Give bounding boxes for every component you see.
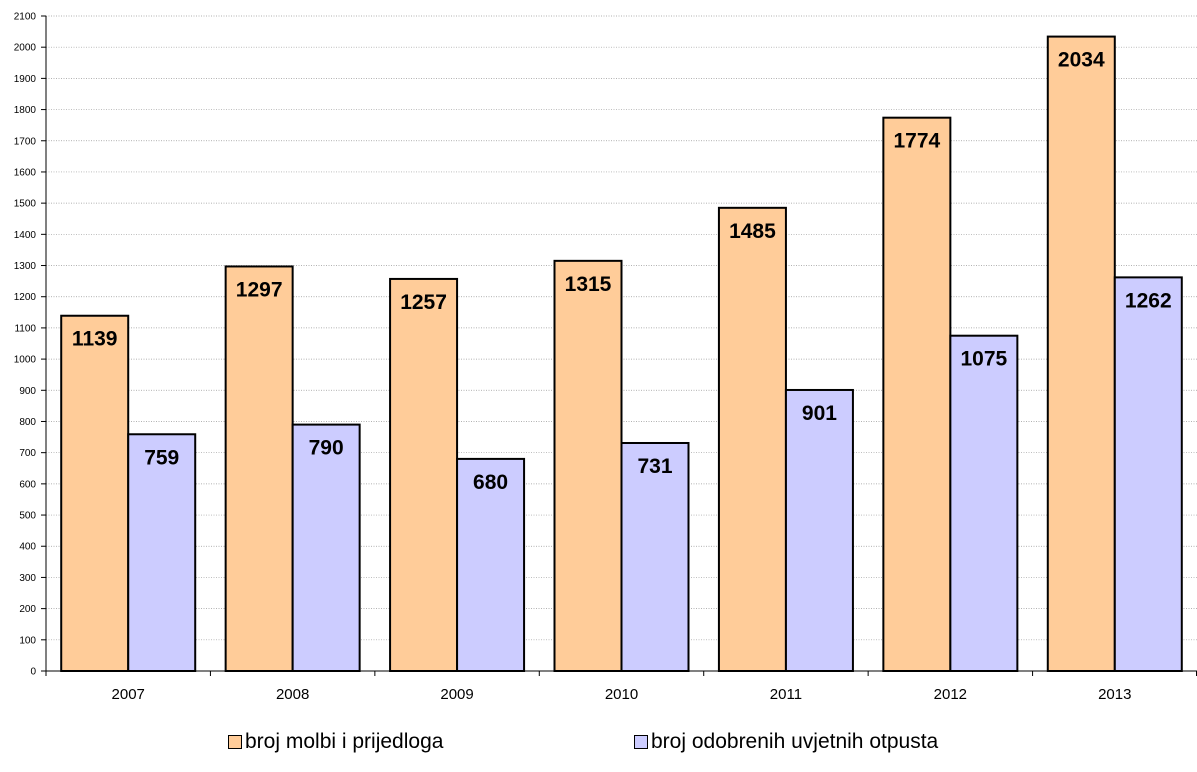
legend-label-series-2: broj odobrenih uvjetnih otpusta [651,730,939,753]
bar-series-2 [949,334,1019,672]
y-tick-label: 300 [19,573,36,584]
legend-label-series-1: broj molbi i prijedloga [245,730,444,753]
y-tick-label: 800 [19,417,36,428]
y-tick-label: 1700 [14,136,37,147]
axes: 0 100 200 300 400 500 600 700 800 900 1000 1100 1200… [14,12,1197,703]
x-tick-label: 2007 [112,686,145,703]
x-tick-label: 2013 [1098,686,1131,703]
data-label: 901 [802,402,837,425]
y-tick-label: 200 [19,604,36,615]
data-label: 1257 [400,291,447,314]
y-tick-label: 1300 [14,261,37,272]
data-labels: 1139 759 1297 790 1257 680 1315 731 1485 901 1774 1… [72,49,1172,494]
y-tick-label: 500 [19,511,36,522]
x-tick-label: 2008 [276,686,309,703]
bar-series-1 [717,206,787,672]
y-tick-label: 400 [19,542,36,553]
legend-item-series-2: broj odobrenih uvjetnih otpusta [634,730,938,754]
y-tick-label: 700 [19,448,36,459]
y-tick-label: 1800 [14,105,37,116]
bar-series-2 [620,441,690,672]
bars [60,35,1183,673]
data-label: 680 [473,471,508,494]
data-label: 1485 [729,220,776,243]
bar-series-1 [882,116,952,672]
bar-series-1 [1046,35,1116,673]
y-tick-label: 600 [19,479,36,490]
data-label: 1075 [960,348,1007,371]
data-label: 1315 [565,273,612,296]
data-label: 731 [637,455,672,478]
bar-series-2 [1113,276,1183,672]
legend-swatch-series-1 [228,735,242,749]
y-tick-label: 2000 [14,43,37,54]
y-tick-label: 1400 [14,230,37,241]
y-tick-label: 1100 [14,323,36,334]
y-tick-label: 900 [19,386,36,397]
bar-series-1 [60,314,130,672]
x-tick-label: 2010 [605,686,638,703]
x-tick-label: 2012 [934,686,967,703]
x-tick-label: 2009 [440,686,473,703]
y-tick-label: 1600 [14,167,37,178]
legend-item-series-1: broj molbi i prijedloga [228,730,443,754]
data-label: 1262 [1125,289,1172,312]
y-tick-label: 100 [19,635,36,646]
y-tick-label: 2100 [14,12,37,23]
bar-series-2 [127,433,197,672]
legend-swatch-series-2 [634,735,648,749]
y-tick-label: 1000 [14,355,37,366]
bar-series-1 [553,259,623,672]
bar-series-1 [224,265,294,672]
data-label: 1774 [893,130,940,153]
bar-series-2 [291,423,361,672]
x-tick-label: 2011 [770,686,802,703]
data-label: 2034 [1058,49,1105,72]
data-label: 759 [144,446,179,469]
legend: broj molbi i prijedloga broj odobrenih u… [0,730,1197,760]
y-tick-label: 1900 [14,74,37,85]
bar-series-1 [389,277,459,672]
data-label: 790 [309,437,344,460]
data-label: 1297 [236,278,283,301]
y-tick-label: 1200 [14,292,37,303]
data-label: 1139 [72,328,118,351]
y-tick-label: 0 [30,667,36,678]
bar-series-2 [784,388,854,672]
y-tick-label: 1500 [14,199,37,210]
